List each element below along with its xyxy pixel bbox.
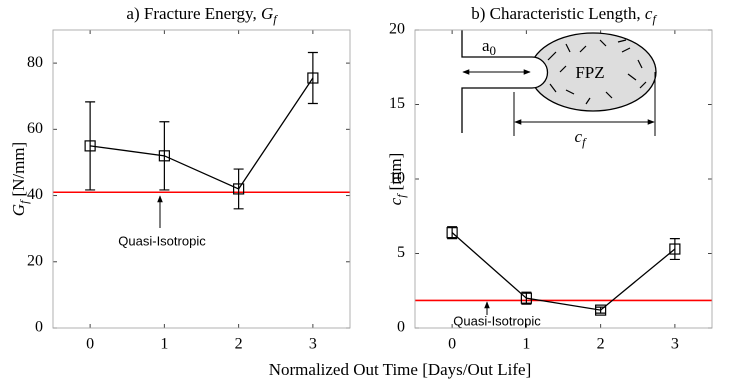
y-tick-label: 0 [35,319,43,336]
marker [233,183,245,195]
marker [158,150,170,162]
crack-length-label: a0 [482,36,496,58]
fiber-dash [579,45,587,53]
error-bar [233,168,244,210]
marker [84,140,96,152]
fiber-dash [639,81,647,89]
fiber-dash [637,59,643,69]
marker [446,227,458,239]
plot-area [52,29,351,329]
fiber-dash [621,47,631,53]
chart-title-text: b) Characteristic Length, [471,4,640,23]
error-bar [669,238,680,261]
x-tick-label: 0 [448,336,456,353]
y-tick-label: 20 [389,21,405,38]
zone-length-label: cf [575,127,588,149]
error-bar [521,291,532,305]
error-bar [307,51,318,105]
error-bar [595,306,606,314]
y-tick-label: 10 [389,170,405,187]
plot-frame [52,29,351,329]
fiber-dash [627,73,637,81]
series-line [90,77,314,190]
chart-title-math-sub: f [652,12,657,26]
series-line [451,232,676,311]
chart-title-text: a) Fracture Energy, [126,4,256,23]
crack-length-base: a [482,36,490,55]
crack [461,30,549,133]
y-tick-label: 15 [389,95,405,112]
y-tick-label: 0 [397,319,405,336]
x-tick-label: 3 [671,336,679,353]
x-tick-label: 1 [522,336,530,353]
x-axis-label: Normalized Out Time [Days/Out Life] [269,360,532,379]
chart-title-math-base: c [645,4,653,23]
error-bar [159,121,170,191]
y-axis-label-unit: [N/mm] [9,142,28,197]
fiber-dash [605,91,613,99]
crack-length-sub: 0 [490,43,497,58]
x-tick-label: 0 [86,336,94,353]
fiber-dash [599,39,607,47]
marker [520,292,532,304]
annotation: Quasi-Isotropic [118,233,206,248]
y-tick-label: 40 [27,186,43,203]
y-tick-label: 80 [27,54,43,71]
marker [307,72,319,84]
error-bar [85,101,96,191]
y-axis-label-math-base: G [9,204,28,216]
x-tick-label: 1 [160,336,168,353]
fiber-dash [549,83,557,93]
plot-frame [414,29,713,329]
fiber-dash [617,39,627,43]
marker [669,243,681,255]
zone-length-math-base: c [575,127,583,146]
zone-label: FPZ [575,63,604,82]
x-tick-label: 3 [309,336,317,353]
marker [595,304,607,316]
fiber-dash [565,89,575,95]
x-tick-label: 2 [235,336,243,353]
fiber-dash [585,97,591,105]
fiber-dash [565,43,571,53]
y-axis-label-math-base: c [386,197,405,205]
error-bar [447,226,458,240]
y-axis-label-math-sub: f [17,199,31,204]
fiber-dash [547,51,557,61]
y-axis-label-unit: [mm] [386,153,405,191]
chart-title: a) Fracture Energy, Gf [126,4,278,26]
annotation: Quasi-Isotropic [453,313,541,328]
y-axis-label: cf [mm] [386,153,408,206]
chart-title-math-sub: f [273,12,278,26]
y-axis-label: Gf [N/mm] [9,142,31,216]
y-axis-label-math-sub: f [394,193,408,198]
zone-length-math-sub: f [582,135,587,149]
fiber-dash [559,65,567,73]
chart-title: b) Characteristic Length, cf [471,4,657,26]
y-tick-label: 60 [27,120,43,137]
y-tick-label: 20 [27,252,43,269]
y-tick-label: 5 [397,244,405,261]
chart-title-math-base: G [261,4,273,23]
x-tick-label: 2 [597,336,605,353]
